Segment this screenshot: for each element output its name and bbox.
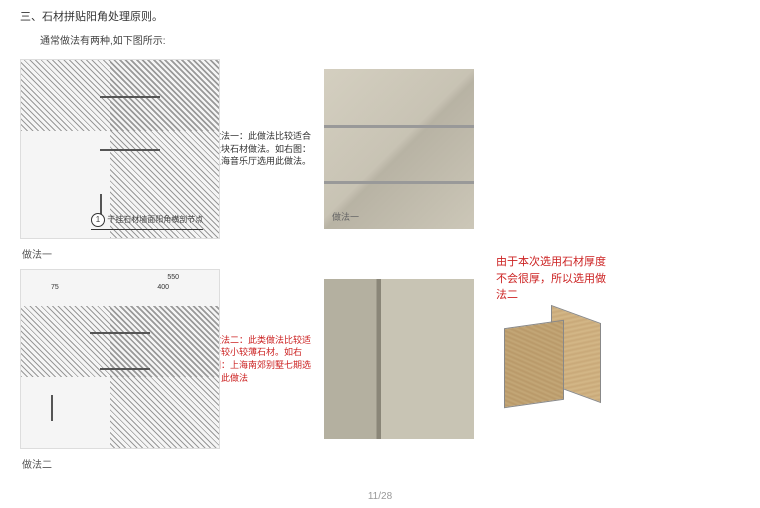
- caption-num-icon: 1: [91, 213, 105, 227]
- caption-text: 干挂石材墙面阳角横剖节点: [107, 215, 203, 224]
- method1-description: 做法一：此做法比较适合大块石材做法。如右图：上海音乐厅选用此做法。: [212, 130, 312, 168]
- method2-photo: [324, 279, 474, 439]
- dim-400: 400: [157, 284, 169, 291]
- iso-corner-illustration: 由于本次选用石材厚度不会很厚，所以选用做法二: [496, 304, 596, 414]
- conclusion-note: 由于本次选用石材厚度不会很厚，所以选用做法二: [496, 254, 606, 304]
- method1-caption: 1 干挂石材墙面阳角横剖节点: [91, 213, 203, 230]
- page-number: 11/28: [0, 491, 760, 502]
- method1-diagram: 1 干挂石材墙面阳角横剖节点: [20, 59, 220, 239]
- method1-diagram-wrap: 1 干挂石材墙面阳角横剖节点 做法一: [0, 59, 200, 239]
- dim-550: 550: [167, 274, 179, 281]
- method1-photo-label: 做法一: [332, 210, 359, 223]
- subtitle: 通常做法有两种,如下图所示:: [0, 28, 760, 51]
- method2-description: 做法二：此类做法比较适合较小较薄石材。如右图：上海南郊别墅七期选用此做法: [212, 334, 312, 384]
- method2-diagram: 550 75 400: [20, 269, 220, 449]
- section-title: 三、石材拼贴阳角处理原则。: [20, 8, 740, 24]
- method1-row: 1 干挂石材墙面阳角横剖节点 做法一 做法一：此做法比较适合大块石材做法。如右图…: [0, 59, 760, 239]
- method1-photo: 做法一: [324, 69, 474, 229]
- method2-name: 做法二: [22, 456, 52, 471]
- method2-row: 550 75 400 做法二 做法二：此类做法比较适合较小较薄石材。如右图：上海…: [0, 269, 760, 449]
- method2-diagram-wrap: 550 75 400 做法二: [0, 269, 200, 449]
- iso-panel-left: [504, 320, 564, 408]
- method1-name: 做法一: [22, 246, 52, 261]
- dim-75: 75: [51, 284, 59, 291]
